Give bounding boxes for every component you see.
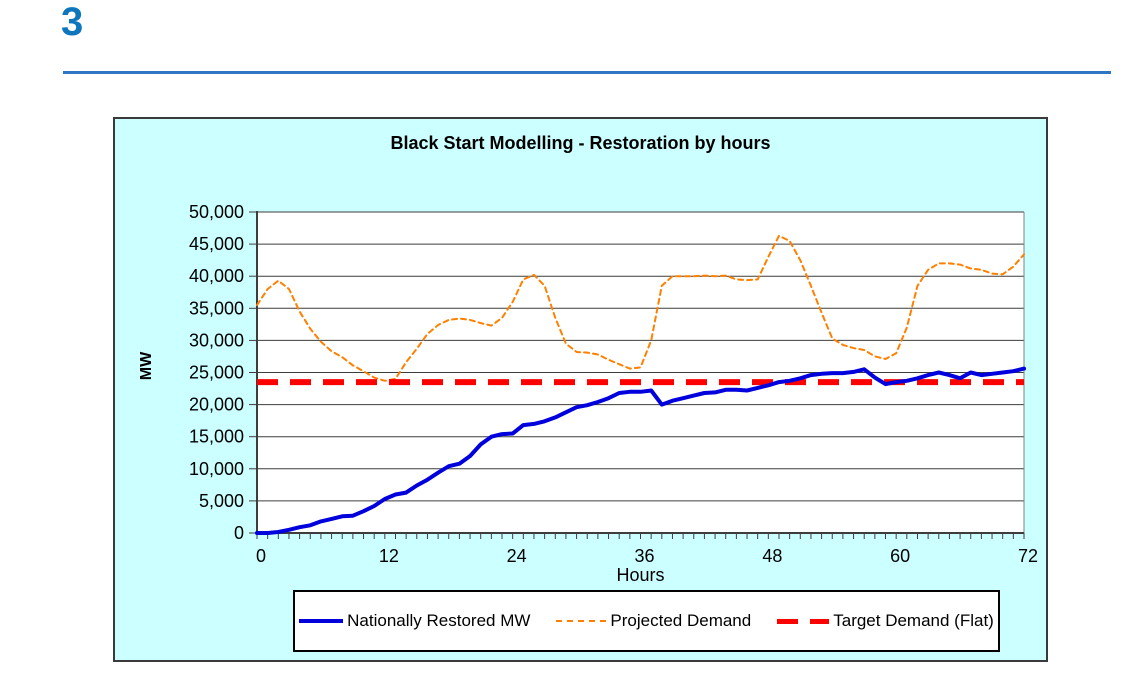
y-axis-title: MW (138, 351, 156, 381)
y-tick-label: 0 (234, 523, 244, 543)
gridlines (257, 211, 1024, 502)
heading-rule (63, 71, 1111, 74)
y-tick-label: 50,000 (189, 202, 244, 222)
legend: Nationally Restored MW Projected Demand … (293, 590, 1000, 652)
y-tick-label: 20,000 (189, 395, 244, 415)
y-tick-label: 25,000 (189, 363, 244, 383)
legend-item-nationally-restored: Nationally Restored MW (299, 611, 530, 631)
plot-svg: 0 5,000 10,000 15,000 20,000 25,000 30,000 35,0… (189, 202, 1038, 566)
y-axis-ticks (249, 211, 257, 534)
x-axis-title: Hours (616, 565, 665, 585)
y-tick-label: 45,000 (189, 234, 244, 254)
series-nationally-restored-mw (255, 366, 1026, 535)
chart-object: Black Start Modelling - Restoration by h… (113, 117, 1048, 662)
legend-label: Projected Demand (610, 611, 752, 630)
x-tick-label: 60 (890, 546, 910, 566)
y-tick-label: 40,000 (189, 266, 244, 286)
slide-number: 3 (61, 0, 84, 44)
legend-swatch-solid-line-icon (299, 619, 344, 623)
y-tick-label: 10,000 (189, 459, 244, 479)
x-tick-label: 48 (762, 546, 782, 566)
x-tick-label: 72 (1018, 546, 1038, 566)
chart-title: Black Start Modelling - Restoration by h… (390, 133, 771, 153)
legend-label: Target Demand (Flat) (833, 611, 994, 630)
legend-swatch-dashed-line-icon (556, 620, 607, 622)
y-axis-labels: 0 5,000 10,000 15,000 20,000 25,000 30,000 35,0… (189, 202, 244, 543)
axes (256, 211, 1024, 534)
y-tick-label: 5,000 (199, 491, 244, 511)
legend-label: Nationally Restored MW (347, 611, 531, 630)
legend-swatch-long-dash-line-icon (777, 618, 830, 624)
x-tick-label: 24 (507, 546, 527, 566)
x-tick-label: 0 (256, 546, 266, 566)
series-projected-demand (256, 234, 1025, 382)
y-tick-label: 15,000 (189, 427, 244, 447)
legend-item-target-demand: Target Demand (Flat) (777, 611, 994, 631)
x-tick-label: 36 (634, 546, 654, 566)
y-tick-label: 30,000 (189, 330, 244, 350)
x-tick-label: 12 (379, 546, 399, 566)
y-tick-label: 35,000 (189, 298, 244, 318)
x-axis-labels: 0 12 24 36 48 60 72 (256, 546, 1038, 566)
legend-item-projected-demand: Projected Demand (556, 611, 751, 631)
